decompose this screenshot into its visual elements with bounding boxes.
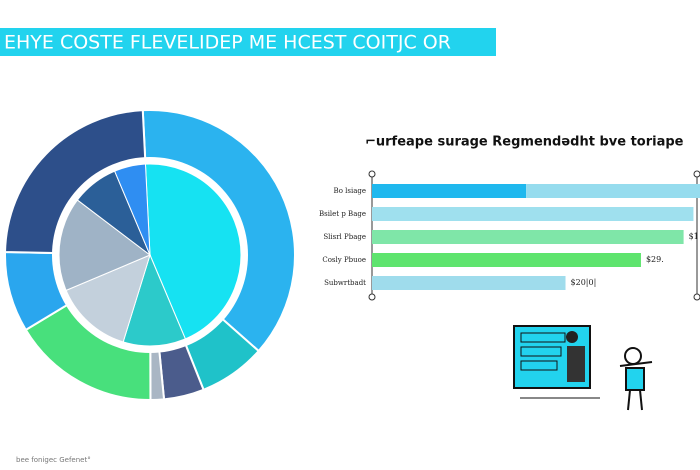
- bar-annotation: $29.: [646, 255, 664, 264]
- title: EHYE COSTE FLEVELIDEP ME HCEST COITJC OR: [4, 32, 451, 54]
- bar-annotation: $20|0|: [571, 278, 597, 287]
- category-label: Slisrl Pbage: [323, 233, 366, 241]
- bar: [372, 276, 566, 290]
- category-label: Cosly Pbuoe: [322, 256, 366, 264]
- bar: [526, 184, 700, 198]
- illustration: [513, 325, 653, 411]
- category-label: Subwrtbadt: [324, 279, 366, 287]
- bar: [372, 207, 694, 221]
- bar: [372, 253, 641, 267]
- bar-annotation: $1: [689, 232, 699, 241]
- ring-outline: [56, 161, 244, 349]
- footer: bee fonigec Gefenet°: [16, 456, 91, 464]
- category-label: Bo lsiage: [334, 187, 366, 195]
- category-label: Bsilet p Bage: [319, 210, 366, 218]
- bar: [372, 184, 527, 198]
- bar: [372, 230, 684, 244]
- title-banner: [0, 28, 496, 56]
- chart-title: ⌐urfeape surage Regmendədht bve toriape: [365, 135, 684, 150]
